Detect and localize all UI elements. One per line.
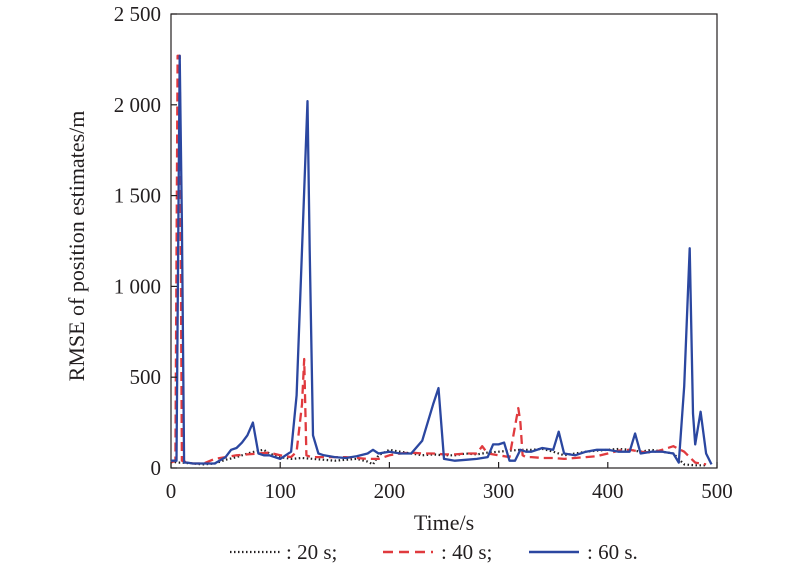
x-axis: 0 100 200 300 400 500 bbox=[166, 462, 733, 503]
y-axis: 0 500 1 000 1 500 2 000 2 500 bbox=[114, 2, 177, 480]
x-axis-title: Time/s bbox=[414, 510, 474, 535]
x-tick-label: 300 bbox=[483, 479, 515, 503]
y-tick-label: 2 500 bbox=[114, 2, 161, 26]
x-tick-label: 0 bbox=[166, 479, 177, 503]
series-layer bbox=[170, 54, 713, 467]
y-axis-title: RMSE of position estimates/m bbox=[64, 111, 89, 382]
series-line-2 bbox=[171, 54, 713, 465]
legend-label-20s: : 20 s; bbox=[286, 540, 337, 564]
y-tick-label: 1 500 bbox=[114, 184, 161, 208]
y-tick-label: 1 000 bbox=[114, 274, 161, 298]
y-tick-label: 2 000 bbox=[114, 93, 161, 117]
x-tick-label: 500 bbox=[701, 479, 733, 503]
y-tick-label: 500 bbox=[130, 365, 162, 389]
legend: : 20 s; : 40 s; : 60 s. bbox=[230, 540, 638, 564]
legend-label-40s: : 40 s; bbox=[441, 540, 492, 564]
x-tick-label: 400 bbox=[592, 479, 624, 503]
series-line-1 bbox=[170, 54, 707, 466]
legend-label-60s: : 60 s. bbox=[587, 540, 638, 564]
x-tick-label: 100 bbox=[264, 479, 296, 503]
plot-area-frame bbox=[170, 13, 718, 469]
x-tick-label: 200 bbox=[374, 479, 406, 503]
y-tick-label: 0 bbox=[151, 456, 162, 480]
